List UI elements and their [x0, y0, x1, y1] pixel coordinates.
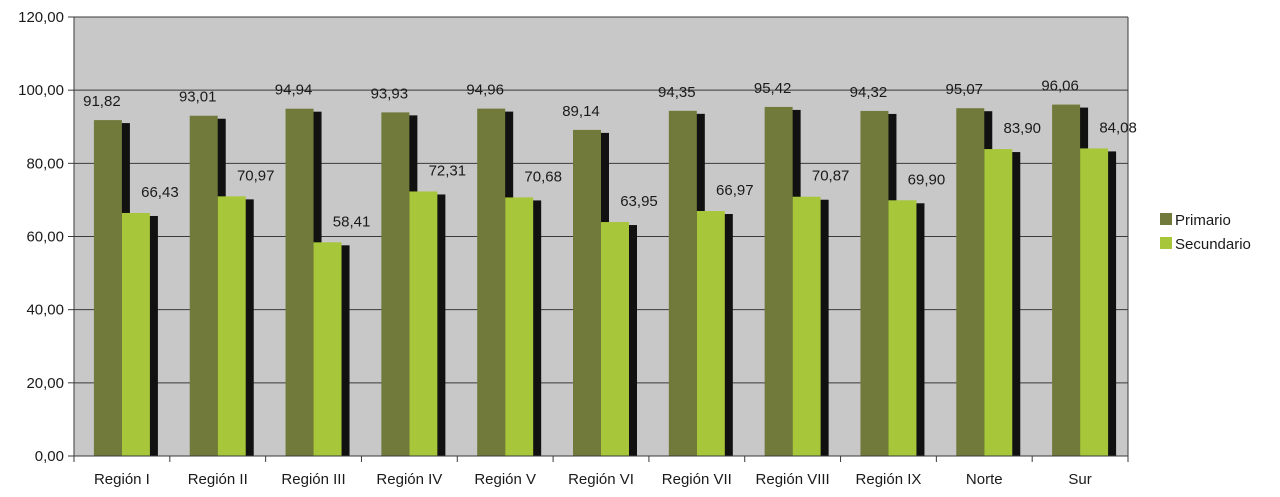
bar-secundario: [121, 212, 150, 456]
data-label-primario: 96,06: [1041, 78, 1079, 95]
bar-primario: [189, 115, 218, 457]
x-tick-label: Región VI: [568, 471, 634, 488]
x-tick-label: Sur: [1068, 471, 1091, 488]
bar-primario: [285, 108, 314, 457]
data-label-primario: 95,07: [945, 81, 983, 98]
bar-primario: [477, 108, 506, 456]
y-tick-label: 0,00: [35, 448, 64, 465]
y-tick-label: 120,00: [18, 9, 64, 26]
data-label-primario: 89,14: [562, 103, 600, 120]
y-tick-label: 40,00: [26, 302, 64, 319]
data-label-primario: 93,01: [179, 89, 217, 106]
data-label-secundario: 66,43: [141, 184, 179, 201]
bar-secundario: [888, 200, 917, 456]
bar-secundario: [696, 211, 725, 456]
data-label-secundario: 84,08: [1099, 119, 1137, 136]
data-label-secundario: 83,90: [1003, 120, 1041, 137]
legend-swatch-secundario: [1160, 237, 1172, 249]
bar-secundario: [1080, 148, 1109, 456]
data-label-secundario: 58,41: [333, 213, 371, 230]
legend-label-secundario: Secundario: [1175, 236, 1251, 253]
data-label-secundario: 70,97: [237, 167, 275, 184]
data-label-primario: 94,32: [850, 84, 888, 101]
data-label-primario: 94,96: [466, 82, 504, 99]
data-label-primario: 95,42: [754, 80, 792, 97]
x-tick-label: Región III: [281, 471, 345, 488]
data-label-secundario: 72,31: [429, 162, 467, 179]
data-label-primario: 91,82: [83, 93, 121, 110]
x-tick-label: Región IV: [376, 471, 442, 488]
bar-secundario: [313, 242, 342, 456]
bar-primario: [860, 110, 889, 457]
bar-secundario: [792, 196, 821, 456]
y-tick-label: 20,00: [26, 375, 64, 392]
bar-secundario: [601, 222, 629, 456]
x-tick-label: Región VIII: [756, 471, 830, 488]
x-tick-label: Norte: [966, 471, 1003, 488]
bar-primario: [1052, 104, 1081, 456]
data-label-secundario: 66,97: [716, 182, 754, 199]
bar-secundario: [217, 196, 246, 456]
bar-primario: [668, 110, 697, 457]
data-label-primario: 94,35: [658, 84, 696, 101]
y-tick-label: 100,00: [18, 82, 64, 99]
data-label-secundario: 70,68: [524, 168, 562, 185]
y-tick-label: 60,00: [26, 229, 64, 246]
data-label-secundario: 70,87: [812, 168, 850, 185]
x-tick-label: Región I: [94, 471, 150, 488]
data-label-secundario: 63,95: [620, 193, 658, 210]
legend-label-primario: Primario: [1175, 212, 1231, 229]
bar-primario: [956, 108, 985, 457]
bar-secundario: [505, 197, 534, 456]
data-label-primario: 93,93: [371, 85, 409, 102]
legend-swatch-primario: [1160, 213, 1172, 225]
data-label-primario: 94,94: [275, 82, 313, 99]
y-tick-label: 80,00: [26, 155, 64, 172]
bar-secundario: [984, 149, 1013, 456]
x-tick-label: Región V: [474, 471, 536, 488]
bar-primario: [93, 120, 122, 457]
x-tick-label: Región II: [188, 471, 248, 488]
x-tick-label: Región VII: [662, 471, 732, 488]
bar-primario: [764, 106, 793, 456]
x-tick-label: Región IX: [856, 471, 922, 488]
bar-secundario: [409, 191, 438, 456]
data-label-secundario: 69,90: [908, 171, 946, 188]
bar-primario: [573, 129, 601, 456]
bar-primario: [381, 112, 410, 457]
